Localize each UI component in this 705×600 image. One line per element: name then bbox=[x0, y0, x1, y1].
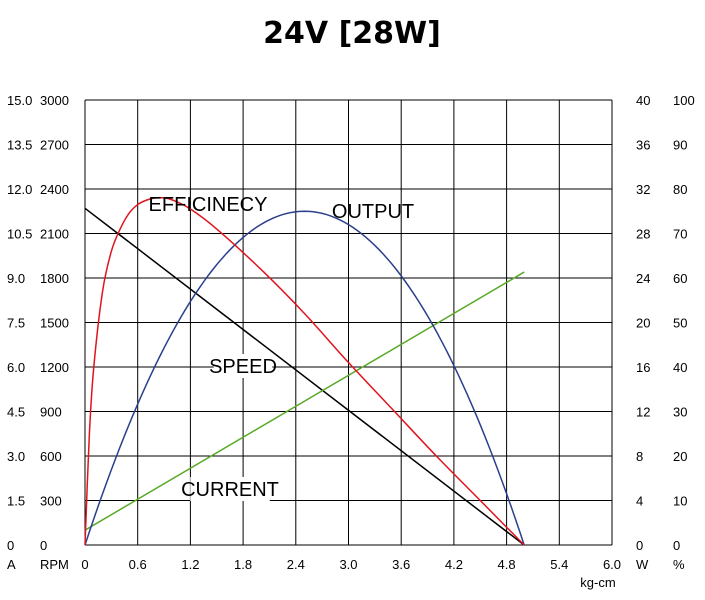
speed-tick-label: 0 bbox=[40, 538, 47, 553]
curves bbox=[84, 196, 525, 546]
x-tick-label: 3.0 bbox=[339, 557, 357, 572]
current-tick-label: 12.0 bbox=[7, 182, 32, 197]
output-tick-label: 40 bbox=[636, 93, 650, 108]
speed-tick-label: 900 bbox=[40, 405, 62, 420]
output-tick-label: 36 bbox=[636, 138, 650, 153]
current-tick-label: 13.5 bbox=[7, 138, 32, 153]
y-axis-ticks: 01.53.04.56.07.59.010.512.013.515.003006… bbox=[7, 93, 695, 553]
output-curve bbox=[84, 210, 525, 546]
speed-curve-label: SPEED bbox=[209, 356, 277, 378]
output-tick-label: 20 bbox=[636, 316, 650, 331]
output-tick-label: 28 bbox=[636, 227, 650, 242]
curve-labels: EFFICINECY OUTPUT SPEED CURRENT bbox=[149, 194, 414, 501]
efficiency-tick-label: 40 bbox=[673, 360, 687, 375]
x-tick-label: 0 bbox=[81, 557, 88, 572]
speed-tick-label: 2100 bbox=[40, 227, 69, 242]
efficiency-tick-label: 0 bbox=[673, 538, 680, 553]
speed-tick-label: 3000 bbox=[40, 93, 69, 108]
current-tick-label: 7.5 bbox=[7, 316, 25, 331]
current-tick-label: 0 bbox=[7, 538, 14, 553]
speed-tick-label: 600 bbox=[40, 449, 62, 464]
x-tick-label: 0.6 bbox=[129, 557, 147, 572]
output-curve-label: OUTPUT bbox=[332, 201, 414, 223]
efficinecy-curve bbox=[84, 196, 525, 546]
efficiency-curve-label: EFFICINECY bbox=[149, 194, 268, 216]
current-tick-label: 6.0 bbox=[7, 360, 25, 375]
efficiency-unit-label: % bbox=[673, 557, 685, 572]
efficiency-tick-label: 30 bbox=[673, 405, 687, 420]
current-tick-label: 9.0 bbox=[7, 271, 25, 286]
x-tick-label: 4.8 bbox=[498, 557, 516, 572]
current-tick-label: 15.0 bbox=[7, 93, 32, 108]
speed-tick-label: 1800 bbox=[40, 271, 69, 286]
current-label-background bbox=[190, 477, 270, 501]
efficiency-tick-label: 60 bbox=[673, 271, 687, 286]
current-tick-label: 1.5 bbox=[7, 494, 25, 509]
x-tick-label: 4.2 bbox=[445, 557, 463, 572]
efficiency-tick-label: 100 bbox=[673, 93, 695, 108]
output-tick-label: 0 bbox=[636, 538, 643, 553]
speed-tick-label: 2400 bbox=[40, 182, 69, 197]
current-tick-label: 3.0 bbox=[7, 449, 25, 464]
speed-tick-label: 1200 bbox=[40, 360, 69, 375]
current-tick-label: 4.5 bbox=[7, 405, 25, 420]
speed-label-background bbox=[213, 354, 273, 378]
efficiency-tick-label: 20 bbox=[673, 449, 687, 464]
x-tick-label: 6.0 bbox=[603, 557, 621, 572]
output-tick-label: 12 bbox=[636, 405, 650, 420]
current-tick-label: 10.5 bbox=[7, 227, 32, 242]
x-tick-label: 2.4 bbox=[287, 557, 305, 572]
chart-title: 24V [28W] bbox=[263, 16, 441, 51]
x-tick-label: 1.2 bbox=[181, 557, 199, 572]
grid bbox=[84, 99, 613, 546]
output-tick-label: 16 bbox=[636, 360, 650, 375]
x-axis-label: kg-cm bbox=[580, 575, 615, 590]
efficiency-tick-label: 10 bbox=[673, 494, 687, 509]
x-tick-label: 5.4 bbox=[550, 557, 568, 572]
efficiency-tick-label: 90 bbox=[673, 138, 687, 153]
speed-tick-label: 1500 bbox=[40, 316, 69, 331]
x-tick-label: 1.8 bbox=[234, 557, 252, 572]
speed-curve bbox=[84, 207, 525, 546]
output-unit-label: W bbox=[636, 557, 649, 572]
output-tick-label: 8 bbox=[636, 449, 643, 464]
speed-tick-label: 300 bbox=[40, 494, 62, 509]
efficiency-tick-label: 70 bbox=[673, 227, 687, 242]
current-curve-label: CURRENT bbox=[181, 479, 279, 501]
speed-tick-label: 2700 bbox=[40, 138, 69, 153]
efficiency-tick-label: 80 bbox=[673, 182, 687, 197]
current-unit-label: A bbox=[7, 557, 16, 572]
efficiency-tick-label: 50 bbox=[673, 316, 687, 331]
output-tick-label: 32 bbox=[636, 182, 650, 197]
output-tick-label: 4 bbox=[636, 494, 643, 509]
output-tick-label: 24 bbox=[636, 271, 650, 286]
x-tick-label: 3.6 bbox=[392, 557, 410, 572]
x-axis-ticks: 0 0.6 1.2 1.8 2.4 3.0 3.6 4.2 4.8 5.4 6.0 bbox=[81, 557, 621, 572]
current-curve bbox=[84, 271, 525, 531]
speed-unit-label: RPM bbox=[40, 557, 69, 572]
